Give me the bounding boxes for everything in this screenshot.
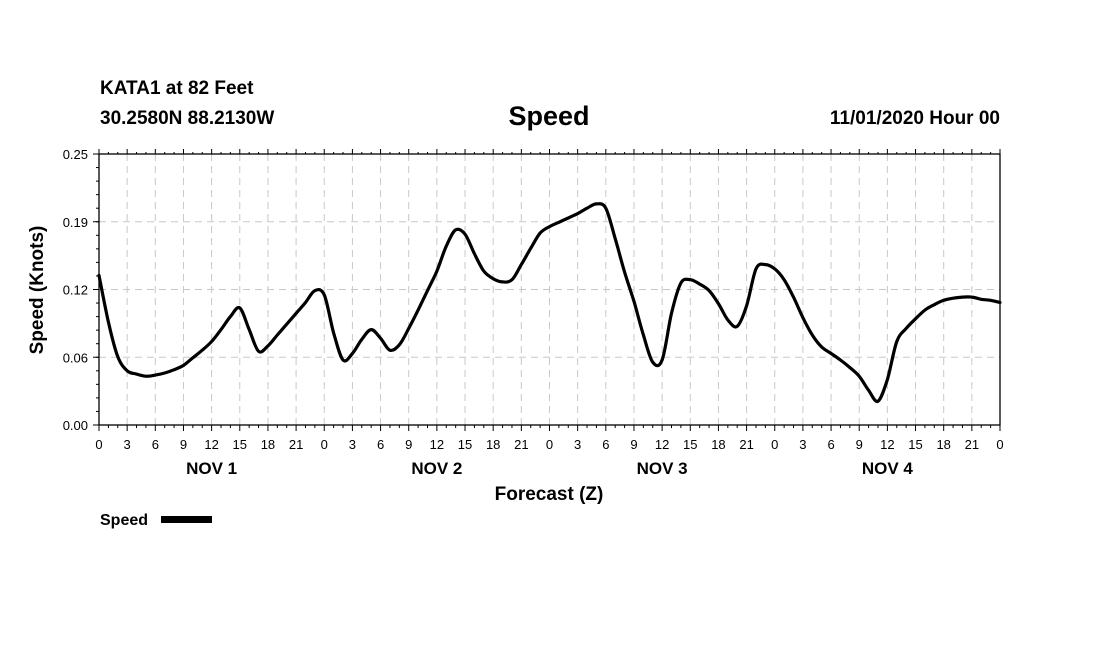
x-tick-label: 3	[349, 437, 356, 452]
station-label: KATA1 at 82 Feet	[100, 78, 254, 99]
legend-swatch	[161, 516, 212, 523]
x-tick-label: 18	[261, 437, 275, 452]
x-tick-label: 3	[799, 437, 806, 452]
x-axis-title: Forecast (Z)	[495, 484, 604, 505]
y-tick-label: 0.25	[63, 147, 88, 162]
day-labels: NOV 1 NOV 2 NOV 3 NOV 4	[186, 459, 913, 478]
day-label: NOV 4	[862, 459, 914, 478]
x-tick-label: 0	[546, 437, 553, 452]
x-tick-label: 21	[289, 437, 303, 452]
x-tick-label: 21	[739, 437, 753, 452]
x-tick-label: 12	[880, 437, 894, 452]
x-tick-label: 12	[204, 437, 218, 452]
x-tick-label: 9	[856, 437, 863, 452]
x-tick-label: 6	[377, 437, 384, 452]
day-label: NOV 1	[186, 459, 237, 478]
x-tick-label: 12	[430, 437, 444, 452]
x-tick-label: 0	[321, 437, 328, 452]
legend-label: Speed	[100, 512, 148, 529]
x-tick-label: 0	[95, 437, 102, 452]
datetime-label: 11/01/2020 Hour 00	[830, 108, 1000, 129]
coordinates-label: 30.2580N 88.2130W	[100, 108, 274, 129]
x-tick-label: 15	[683, 437, 697, 452]
chart-title: Speed	[508, 101, 589, 131]
plot-frame	[98, 153, 1001, 426]
x-tick-label: 15	[233, 437, 247, 452]
y-tick-label: 0.00	[63, 418, 88, 433]
x-tick-label: 0	[996, 437, 1003, 452]
x-tick-label: 0	[771, 437, 778, 452]
y-tick-label: 0.12	[63, 283, 88, 298]
day-label: NOV 3	[637, 459, 688, 478]
y-tick-label: 0.06	[63, 350, 88, 365]
y-tick-labels: 0.00 0.06 0.12 0.19 0.25	[63, 147, 88, 433]
x-tick-label: 18	[486, 437, 500, 452]
grid-lines	[99, 154, 1000, 425]
day-label: NOV 2	[411, 459, 462, 478]
x-tick-label: 6	[827, 437, 834, 452]
x-tick-labels: 0 3 6 9 12 15 18 21 0 3 6 9 12 15 18 21 0 3 6 9 12 15 18 21 0 3 6 9…	[95, 437, 1003, 452]
y-axis-title: Speed (Knots)	[27, 226, 48, 355]
x-tick-label: 18	[936, 437, 950, 452]
x-tick-label: 6	[602, 437, 609, 452]
x-tick-label: 15	[458, 437, 472, 452]
x-tick-label: 3	[574, 437, 581, 452]
y-tick-label: 0.19	[63, 215, 88, 230]
x-tick-label: 9	[180, 437, 187, 452]
x-tick-label: 3	[124, 437, 131, 452]
x-tick-label: 9	[405, 437, 412, 452]
x-tick-label: 18	[711, 437, 725, 452]
speed-series-line	[97, 202, 1002, 403]
x-tick-label: 9	[630, 437, 637, 452]
x-tick-label: 12	[655, 437, 669, 452]
x-tick-label: 21	[965, 437, 979, 452]
x-tick-label: 15	[908, 437, 922, 452]
x-tick-label: 21	[514, 437, 528, 452]
x-tick-label: 6	[152, 437, 159, 452]
